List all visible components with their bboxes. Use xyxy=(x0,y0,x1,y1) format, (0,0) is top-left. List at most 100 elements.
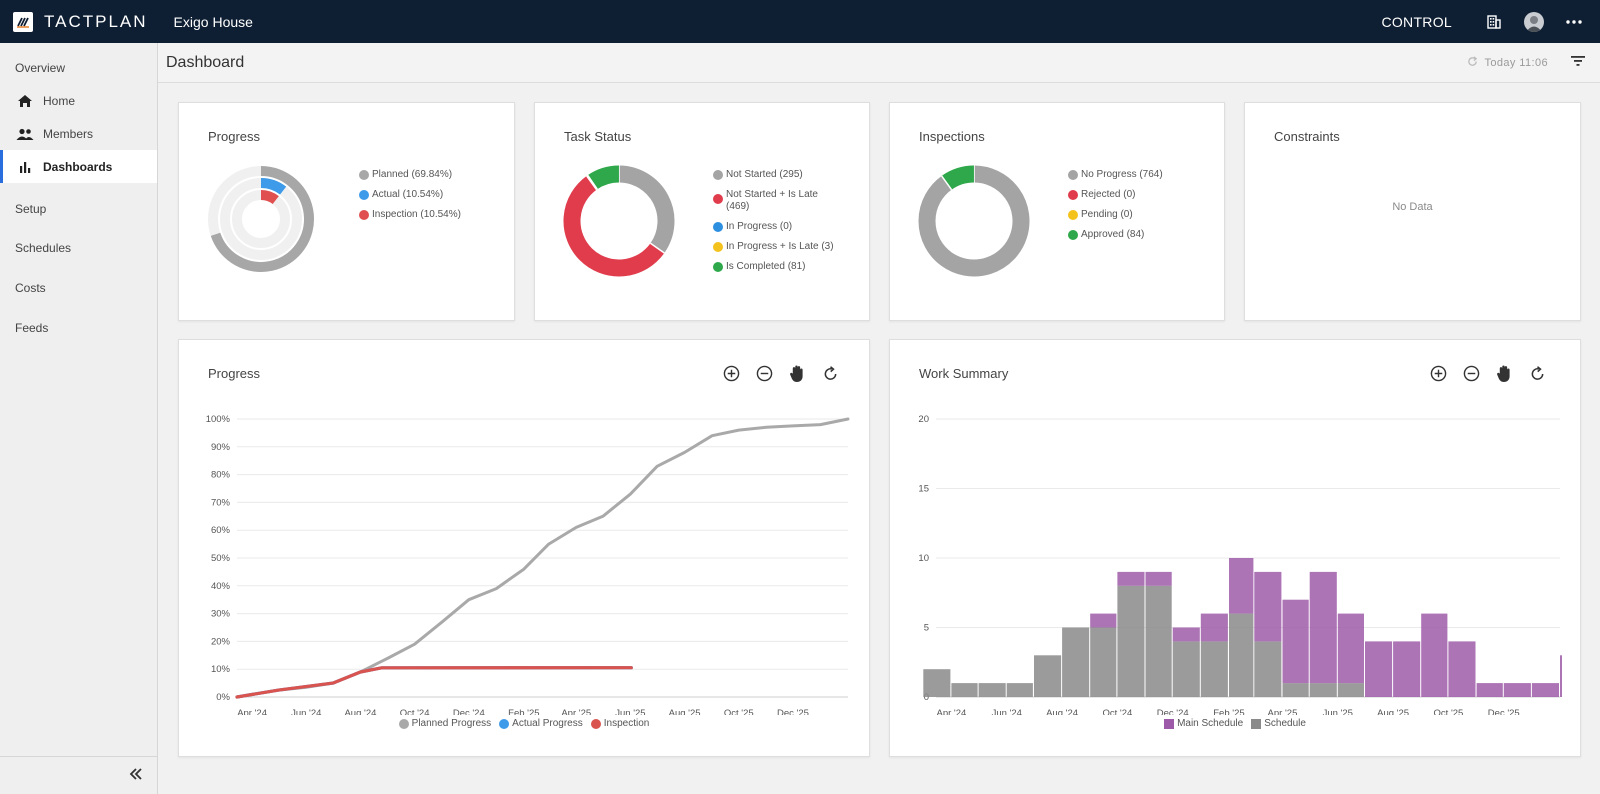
legend-item[interactable]: Not Started (295) xyxy=(713,169,853,181)
bar[interactable] xyxy=(1448,641,1476,697)
legend-swatch xyxy=(1068,170,1078,180)
bar[interactable] xyxy=(1365,641,1393,697)
bar[interactable] xyxy=(923,669,951,697)
pan-hand-icon[interactable] xyxy=(781,362,814,384)
series-line[interactable] xyxy=(235,666,633,699)
donut-slice[interactable] xyxy=(618,165,675,253)
legend-item[interactable]: Rejected (0) xyxy=(1068,189,1163,201)
legend-item[interactable]: Inspection (10.54%) xyxy=(359,209,461,221)
legend-item[interactable]: In Progress + Is Late (3) xyxy=(713,241,853,253)
bar[interactable] xyxy=(1090,627,1117,698)
sidebar-section-setup[interactable]: Setup xyxy=(15,201,47,216)
task-status-donut-chart xyxy=(563,165,675,277)
legend-item[interactable]: Pending (0) xyxy=(1068,209,1163,221)
legend-item[interactable]: Planned Progress xyxy=(398,718,491,729)
building-icon[interactable] xyxy=(1474,0,1514,43)
x-tick-label: Feb '25 xyxy=(1213,708,1244,715)
bar[interactable] xyxy=(1309,683,1337,697)
bar[interactable] xyxy=(1006,683,1033,697)
bar[interactable] xyxy=(1282,599,1309,684)
bar[interactable] xyxy=(1254,571,1282,642)
donut-slice[interactable] xyxy=(918,165,1030,277)
zoom-in-icon[interactable] xyxy=(715,362,748,384)
sidebar-section-schedules[interactable]: Schedules xyxy=(15,241,72,255)
legend-item[interactable]: Planned (69.84%) xyxy=(359,169,461,181)
bar[interactable] xyxy=(1090,613,1117,628)
bar[interactable] xyxy=(1282,683,1309,697)
tactplan-logo-icon[interactable] xyxy=(13,11,33,32)
legend-item[interactable]: Main Schedule xyxy=(1164,718,1243,729)
bar[interactable] xyxy=(1560,655,1562,697)
series-line[interactable] xyxy=(235,666,633,699)
bar[interactable] xyxy=(1229,613,1254,697)
bar[interactable] xyxy=(1337,683,1364,697)
bar[interactable] xyxy=(1393,641,1421,697)
bar[interactable] xyxy=(1337,613,1364,684)
bar[interactable] xyxy=(1200,613,1228,642)
legend-swatch xyxy=(1068,210,1078,220)
sidebar-section-overview[interactable]: Overview xyxy=(15,60,66,75)
control-mode-label[interactable]: CONTROL xyxy=(1381,13,1452,30)
y-tick-label: 100% xyxy=(206,414,231,425)
legend-item[interactable]: Actual Progress xyxy=(499,718,583,729)
user-avatar[interactable] xyxy=(1514,0,1554,43)
bar[interactable] xyxy=(1200,641,1228,697)
filter-icon[interactable] xyxy=(1570,54,1586,72)
project-name[interactable]: Exigo House xyxy=(173,13,253,30)
legend-item[interactable]: Schedule xyxy=(1251,718,1306,729)
donut-slice[interactable] xyxy=(563,175,665,277)
reset-icon[interactable] xyxy=(814,362,847,384)
bar[interactable] xyxy=(1117,585,1145,697)
bar[interactable] xyxy=(1229,558,1254,614)
ring-segment[interactable] xyxy=(210,166,314,272)
bar[interactable] xyxy=(1034,655,1062,697)
bar-chart-icon xyxy=(16,158,34,176)
chart-toolbar xyxy=(715,362,847,384)
zoom-out-icon[interactable] xyxy=(748,362,781,384)
legend-swatch xyxy=(713,170,723,180)
reset-icon[interactable] xyxy=(1521,362,1554,384)
card-title: Task Status xyxy=(564,129,632,144)
refresh-icon[interactable] xyxy=(1467,54,1478,72)
legend-label: Not Started (295) xyxy=(726,169,803,180)
zoom-out-icon[interactable] xyxy=(1455,362,1488,384)
legend-item[interactable]: Is Completed (81) xyxy=(713,261,853,273)
sidebar-item-members[interactable]: Members xyxy=(0,117,157,150)
legend-item[interactable]: No Progress (764) xyxy=(1068,169,1163,181)
bar[interactable] xyxy=(1172,641,1200,697)
more-horizontal-icon[interactable] xyxy=(1554,0,1594,43)
pan-hand-icon[interactable] xyxy=(1488,362,1521,384)
bar[interactable] xyxy=(1145,571,1172,586)
bar[interactable] xyxy=(1503,683,1531,697)
bar[interactable] xyxy=(1254,641,1282,697)
sidebar-section-feeds[interactable]: Feeds xyxy=(15,321,49,335)
ring-segment[interactable] xyxy=(260,178,287,195)
collapse-sidebar-icon[interactable] xyxy=(129,767,143,785)
bar[interactable] xyxy=(978,683,1006,697)
zoom-in-icon[interactable] xyxy=(1422,362,1455,384)
chart-toolbar xyxy=(1422,362,1554,384)
chart-title: Progress xyxy=(208,366,261,381)
bar[interactable] xyxy=(1117,571,1145,586)
donut-slice[interactable] xyxy=(941,165,975,190)
bar[interactable] xyxy=(1421,613,1448,697)
ring-segment[interactable] xyxy=(260,190,279,205)
legend-item[interactable]: Actual (10.54%) xyxy=(359,189,461,201)
bar[interactable] xyxy=(1062,627,1090,698)
legend-swatch xyxy=(359,210,369,220)
legend-item[interactable]: In Progress (0) xyxy=(713,221,853,233)
sidebar-item-home[interactable]: Home xyxy=(0,84,157,117)
legend-item[interactable]: Not Started + Is Late (469) xyxy=(713,189,853,213)
legend-item[interactable]: Inspection xyxy=(590,718,649,729)
card-title: Constraints xyxy=(1274,129,1340,144)
sidebar-section-costs[interactable]: Costs xyxy=(15,281,46,295)
legend-item[interactable]: Approved (84) xyxy=(1068,229,1163,241)
bar[interactable] xyxy=(951,683,978,697)
bar[interactable] xyxy=(1476,683,1503,697)
bar[interactable] xyxy=(1172,627,1200,642)
bar[interactable] xyxy=(1145,585,1172,697)
bar[interactable] xyxy=(1531,683,1559,697)
bar[interactable] xyxy=(1309,571,1337,684)
sidebar-item-dashboards[interactable]: Dashboards xyxy=(0,150,157,183)
donut-slice[interactable] xyxy=(587,165,620,190)
